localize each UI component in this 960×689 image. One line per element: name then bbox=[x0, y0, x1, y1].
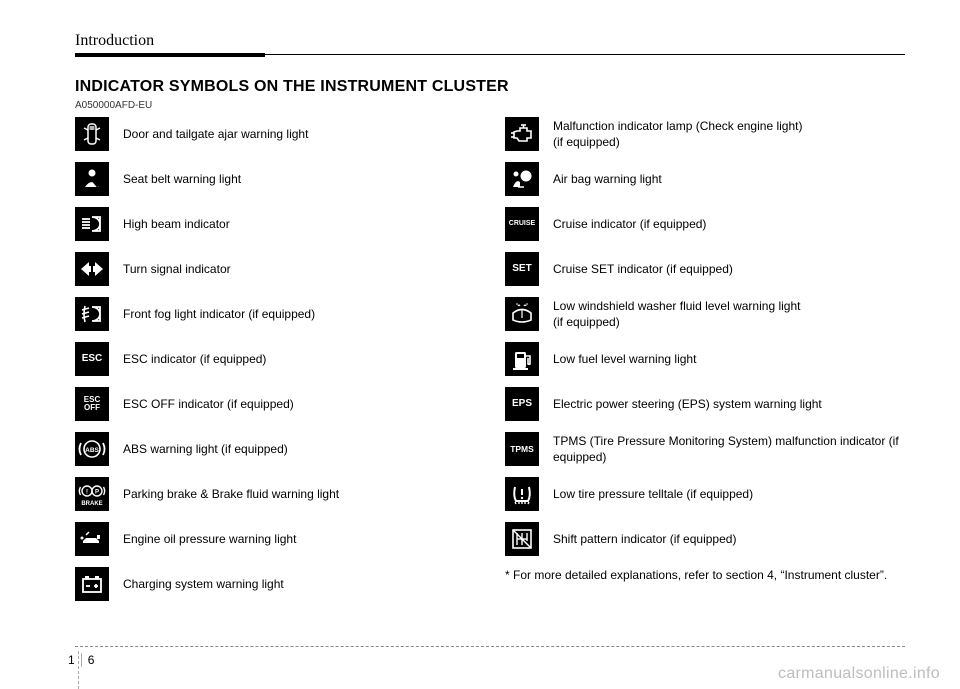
fuel-icon bbox=[505, 342, 539, 376]
indicator-row: Air bag warning light bbox=[505, 162, 905, 196]
right-column: Malfunction indicator lamp (Check engine… bbox=[505, 117, 905, 612]
indicator-label: Charging system warning light bbox=[123, 576, 284, 592]
indicator-label: ABS warning light (if equipped) bbox=[123, 441, 288, 457]
indicator-row: Malfunction indicator lamp (Check engine… bbox=[505, 117, 905, 151]
page-title: INDICATOR SYMBOLS ON THE INSTRUMENT CLUS… bbox=[75, 78, 905, 96]
footer-rule bbox=[75, 646, 905, 647]
doc-code: A050000AFD-EU bbox=[75, 100, 905, 111]
indicator-row: Seat belt warning light bbox=[75, 162, 475, 196]
indicator-label: ESC OFF indicator (if equipped) bbox=[123, 396, 294, 412]
check-engine-icon bbox=[505, 117, 539, 151]
indicator-label: Air bag warning light bbox=[553, 171, 662, 187]
indicator-label: ESC indicator (if equipped) bbox=[123, 351, 266, 367]
indicator-label: Cruise indicator (if equipped) bbox=[553, 216, 706, 232]
icon-text: EPS bbox=[512, 399, 532, 409]
indicator-row: EPS Electric power steering (EPS) system … bbox=[505, 387, 905, 421]
indicator-label: Low fuel level warning light bbox=[553, 351, 696, 367]
indicator-label: Parking brake & Brake fluid warning ligh… bbox=[123, 486, 339, 502]
seatbelt-icon bbox=[75, 162, 109, 196]
indicator-row: Door and tailgate ajar warning light bbox=[75, 117, 475, 151]
indicator-row: Turn signal indicator bbox=[75, 252, 475, 286]
indicator-row: TPMS TPMS (Tire Pressure Monitoring Syste… bbox=[505, 432, 905, 466]
indicator-label: Seat belt warning light bbox=[123, 171, 241, 187]
shift-icon bbox=[505, 522, 539, 556]
battery-icon bbox=[75, 567, 109, 601]
indicator-label: High beam indicator bbox=[123, 216, 230, 232]
page-number: 1 6 bbox=[68, 653, 94, 667]
indicator-row: Parking brake & Brake fluid warning ligh… bbox=[75, 477, 475, 511]
indicator-label: Shift pattern indicator (if equipped) bbox=[553, 531, 736, 547]
indicator-row: SET Cruise SET indicator (if equipped) bbox=[505, 252, 905, 286]
indicator-columns: Door and tailgate ajar warning light Seat… bbox=[75, 117, 905, 612]
page-num-value: 6 bbox=[88, 653, 95, 667]
tpms-icon: TPMS bbox=[505, 432, 539, 466]
indicator-label: Front fog light indicator (if equipped) bbox=[123, 306, 315, 322]
airbag-icon bbox=[505, 162, 539, 196]
indicator-label: TPMS (Tire Pressure Monitoring System) m… bbox=[553, 433, 905, 465]
fog-light-icon bbox=[75, 297, 109, 331]
indicator-label: Turn signal indicator bbox=[123, 261, 231, 277]
indicator-row: Low tire pressure telltale (if equipped) bbox=[505, 477, 905, 511]
indicator-label: Engine oil pressure warning light bbox=[123, 531, 296, 547]
header-rule bbox=[75, 54, 905, 60]
cruise-icon: CRUISE bbox=[505, 207, 539, 241]
brake-icon bbox=[75, 477, 109, 511]
indicator-label: Electric power steering (EPS) system war… bbox=[553, 396, 822, 412]
oil-icon bbox=[75, 522, 109, 556]
section-header: Introduction bbox=[75, 32, 905, 50]
icon-text: ESC bbox=[82, 354, 103, 364]
indicator-row: High beam indicator bbox=[75, 207, 475, 241]
indicator-row: ABS warning light (if equipped) bbox=[75, 432, 475, 466]
indicator-label: Low tire pressure telltale (if equipped) bbox=[553, 486, 753, 502]
indicator-row: Charging system warning light bbox=[75, 567, 475, 601]
icon-text: CRUISE bbox=[509, 220, 535, 227]
high-beam-icon bbox=[75, 207, 109, 241]
indicator-row: Shift pattern indicator (if equipped) bbox=[505, 522, 905, 556]
indicator-label: Door and tailgate ajar warning light bbox=[123, 126, 308, 142]
footnote: * For more detailed explanations, refer … bbox=[505, 567, 905, 584]
icon-text: ESCOFF bbox=[84, 396, 100, 413]
indicator-label: Malfunction indicator lamp (Check engine… bbox=[553, 118, 802, 150]
esc-off-icon: ESCOFF bbox=[75, 387, 109, 421]
turn-signal-icon bbox=[75, 252, 109, 286]
indicator-row: ESC ESC indicator (if equipped) bbox=[75, 342, 475, 376]
indicator-label: Low windshield washer fluid level warnin… bbox=[553, 298, 800, 330]
esc-icon: ESC bbox=[75, 342, 109, 376]
tire-icon bbox=[505, 477, 539, 511]
icon-text: SET bbox=[512, 264, 531, 274]
abs-icon bbox=[75, 432, 109, 466]
indicator-row: Low windshield washer fluid level warnin… bbox=[505, 297, 905, 331]
eps-icon: EPS bbox=[505, 387, 539, 421]
indicator-row: ESCOFF ESC OFF indicator (if equipped) bbox=[75, 387, 475, 421]
door-ajar-icon bbox=[75, 117, 109, 151]
set-icon: SET bbox=[505, 252, 539, 286]
indicator-row: CRUISE Cruise indicator (if equipped) bbox=[505, 207, 905, 241]
indicator-row: Front fog light indicator (if equipped) bbox=[75, 297, 475, 331]
indicator-label: Cruise SET indicator (if equipped) bbox=[553, 261, 733, 277]
left-column: Door and tailgate ajar warning light Seat… bbox=[75, 117, 475, 612]
indicator-row: Low fuel level warning light bbox=[505, 342, 905, 376]
watermark: carmanualsonline.info bbox=[778, 665, 940, 683]
washer-icon bbox=[505, 297, 539, 331]
icon-text: TPMS bbox=[510, 445, 534, 454]
manual-page: Introduction INDICATOR SYMBOLS ON THE IN… bbox=[0, 0, 960, 689]
chapter-number: 1 bbox=[68, 653, 75, 667]
indicator-row: Engine oil pressure warning light bbox=[75, 522, 475, 556]
